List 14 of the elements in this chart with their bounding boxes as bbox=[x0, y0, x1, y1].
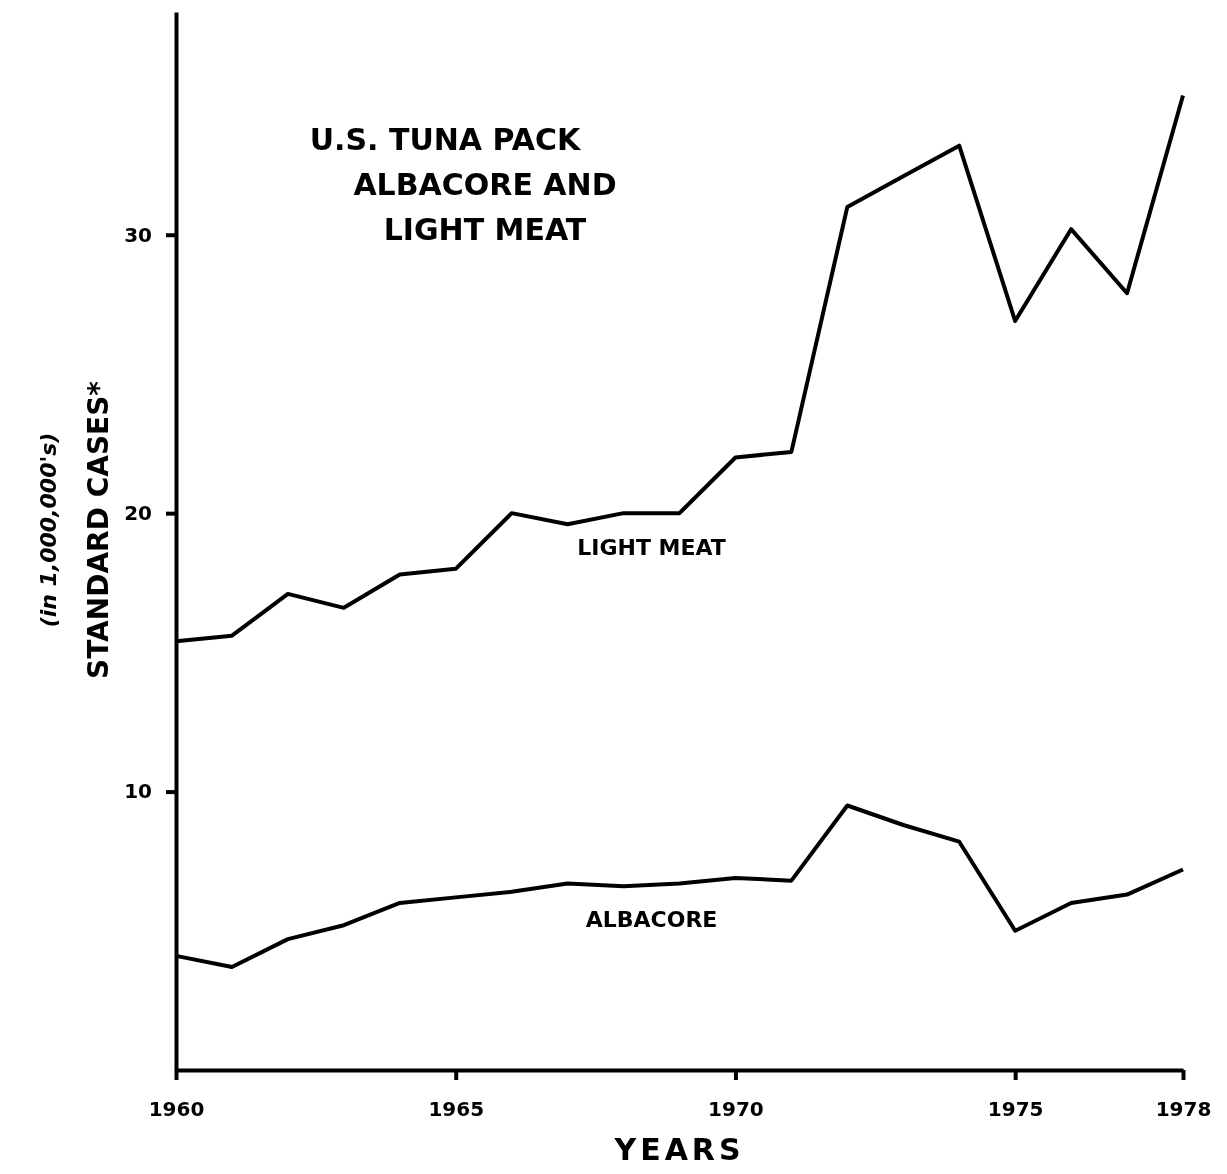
text: U.S. TUNA PACK ALBACORE AND LIGHT MEAT bbox=[309, 122, 617, 247]
x-tick-label: 1960 bbox=[148, 1097, 205, 1122]
y-tick-label: 30 bbox=[124, 222, 152, 247]
series-label: LIGHT MEAT bbox=[577, 535, 726, 561]
y-tick-label: 10 bbox=[124, 779, 152, 804]
series-label: ALBACORE bbox=[585, 906, 718, 932]
text: (in 1,000,000's) bbox=[36, 432, 61, 628]
x-tick-label: 1975 bbox=[987, 1097, 1044, 1122]
x-tick-label: 1965 bbox=[428, 1097, 485, 1122]
x-axis-title: YEARS bbox=[613, 1132, 745, 1167]
x-tick-label: 1970 bbox=[708, 1097, 764, 1122]
x-tick-label: 1978 bbox=[1155, 1097, 1212, 1122]
y-tick-label: 20 bbox=[124, 501, 152, 526]
y-axis-title: STANDARD CASES* bbox=[82, 380, 115, 679]
